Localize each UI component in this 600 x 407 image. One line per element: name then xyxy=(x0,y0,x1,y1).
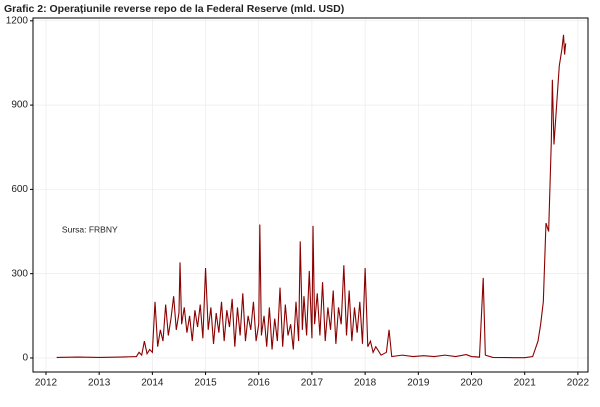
y-tick-label: 1200 xyxy=(6,15,29,26)
x-tick-label: 2015 xyxy=(194,378,217,389)
plot-frame xyxy=(32,17,589,373)
annotation: Sursa: FRBNY xyxy=(62,224,118,234)
y-tick-label: 600 xyxy=(11,184,28,195)
y-tick-label: 0 xyxy=(22,353,28,364)
x-tick-label: 2017 xyxy=(301,378,324,389)
x-tick-label: 2018 xyxy=(354,378,377,389)
y-tick-label: 900 xyxy=(11,100,28,111)
x-tick-label: 2013 xyxy=(88,378,111,389)
y-tick-label: 300 xyxy=(11,268,28,279)
x-tick-label: 2022 xyxy=(567,378,590,389)
x-tick-label: 2014 xyxy=(141,378,164,389)
data-line xyxy=(56,34,567,359)
x-tick-label: 2021 xyxy=(514,378,537,389)
x-tick-label: 2019 xyxy=(407,378,430,389)
x-tick-label: 2016 xyxy=(248,378,271,389)
chart-title: Grafic 2: Operațiunile reverse repo de l… xyxy=(4,3,344,15)
x-tick-label: 2012 xyxy=(35,378,58,389)
x-tick-label: 2020 xyxy=(460,378,483,389)
